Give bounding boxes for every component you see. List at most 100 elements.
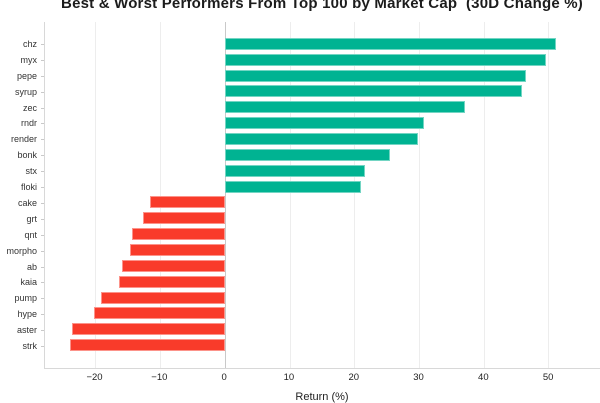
bar-row-pepe: [45, 68, 600, 84]
y-tick-label: cake: [17, 197, 37, 208]
gridline: [548, 22, 550, 368]
y-label-row-cake: cake: [0, 195, 44, 211]
bar-row-chz: [45, 36, 600, 52]
y-tick-label: kaia: [20, 277, 37, 288]
y-label-row-hype: hype: [0, 306, 44, 322]
y-tick-label: syrup: [14, 86, 37, 97]
bar-kaia[interactable]: [119, 275, 225, 288]
y-tick-label: chz: [22, 38, 37, 49]
y-tick-label: pump: [14, 293, 37, 304]
gridline: [354, 22, 356, 368]
bar-pump[interactable]: [100, 291, 225, 304]
y-tick-mark: [41, 59, 44, 61]
gridline: [289, 22, 291, 368]
y-tick-label: rndr: [20, 118, 37, 129]
y-label-row-myx: myx: [0, 52, 44, 68]
bar-row-zec: [45, 99, 600, 115]
bar-render[interactable]: [224, 133, 419, 146]
y-label-row-morpho: morpho: [0, 243, 44, 259]
y-label-row-aster: aster: [0, 322, 44, 338]
bar-row-strk: [45, 337, 600, 353]
y-tick-label: strk: [22, 341, 38, 352]
bar-row-ab: [45, 258, 600, 274]
y-tick-mark: [41, 91, 44, 93]
bar-row-myx: [45, 52, 600, 68]
bar-floki[interactable]: [224, 180, 362, 193]
x-tick-label: 50: [542, 372, 554, 383]
y-tick-label: myx: [20, 54, 38, 65]
bar-ab[interactable]: [121, 259, 225, 272]
y-tick-label: stx: [25, 166, 37, 177]
bar-myx[interactable]: [224, 53, 547, 66]
y-tick-mark: [41, 202, 44, 204]
y-tick-mark: [41, 282, 44, 284]
y-tick-label: ab: [26, 261, 37, 272]
bar-row-hype: [45, 305, 600, 321]
y-tick-label: hype: [17, 309, 37, 320]
y-label-row-pump: pump: [0, 290, 44, 306]
y-tick-label: render: [10, 134, 37, 145]
bar-rndr[interactable]: [224, 117, 425, 130]
x-tick-label: 20: [348, 372, 360, 383]
bar-series: [45, 36, 600, 353]
y-tick-label: pepe: [16, 70, 37, 81]
y-tick-label: floki: [20, 182, 37, 193]
y-label-row-zec: zec: [0, 100, 44, 116]
bar-chz[interactable]: [224, 37, 556, 50]
bar-row-rndr: [45, 115, 600, 131]
bar-row-grt: [45, 210, 600, 226]
y-tick-label: qnt: [24, 229, 37, 240]
y-label-row-chz: chz: [0, 36, 44, 52]
y-label-row-syrup: syrup: [0, 84, 44, 100]
y-tick-mark: [41, 139, 44, 141]
bar-stx[interactable]: [224, 164, 365, 177]
zero-gridline: [224, 22, 226, 368]
gridline: [160, 22, 162, 368]
bar-pepe[interactable]: [224, 69, 527, 82]
y-tick-label: bonk: [17, 150, 37, 161]
y-label-row-pepe: pepe: [0, 68, 44, 84]
y-tick-mark: [41, 330, 44, 332]
y-label-row-grt: grt: [0, 211, 44, 227]
y-tick-mark: [41, 346, 44, 348]
x-tick-label: 10: [283, 372, 295, 383]
bar-bonk[interactable]: [224, 148, 390, 161]
y-tick-mark: [41, 250, 44, 252]
bar-grt[interactable]: [143, 212, 225, 225]
y-tick-mark: [41, 298, 44, 300]
x-tick-label: −10: [151, 372, 168, 383]
y-tick-mark: [41, 75, 44, 77]
y-tick-mark: [41, 155, 44, 157]
bar-morpho[interactable]: [129, 243, 225, 256]
plot-area: [44, 22, 600, 369]
y-tick-mark: [41, 43, 44, 45]
y-label-row-strk: strk: [0, 338, 44, 354]
y-tick-mark: [41, 234, 44, 236]
bar-qnt[interactable]: [131, 228, 225, 241]
y-label-row-ab: ab: [0, 259, 44, 275]
bar-aster[interactable]: [71, 323, 225, 336]
y-tick-mark: [41, 123, 44, 125]
bar-row-qnt: [45, 226, 600, 242]
bar-row-kaia: [45, 274, 600, 290]
bar-row-bonk: [45, 147, 600, 163]
x-tick-label: 0: [221, 372, 227, 383]
x-tick-label: 30: [413, 372, 424, 383]
y-label-row-kaia: kaia: [0, 275, 44, 291]
x-tick-label: −20: [86, 372, 103, 383]
bar-row-aster: [45, 321, 600, 337]
y-tick-mark: [41, 171, 44, 173]
bar-hype[interactable]: [93, 307, 225, 320]
y-tick-label: zec: [22, 102, 37, 113]
y-label-row-render: render: [0, 131, 44, 147]
bar-syrup[interactable]: [224, 85, 522, 98]
bar-zec[interactable]: [224, 101, 466, 114]
y-tick-mark: [41, 187, 44, 189]
gridline: [95, 22, 97, 368]
y-tick-mark: [41, 107, 44, 109]
y-tick-mark: [41, 314, 44, 316]
bar-row-stx: [45, 163, 600, 179]
y-label-row-qnt: qnt: [0, 227, 44, 243]
bar-cake[interactable]: [149, 196, 225, 209]
bar-strk[interactable]: [70, 339, 225, 352]
